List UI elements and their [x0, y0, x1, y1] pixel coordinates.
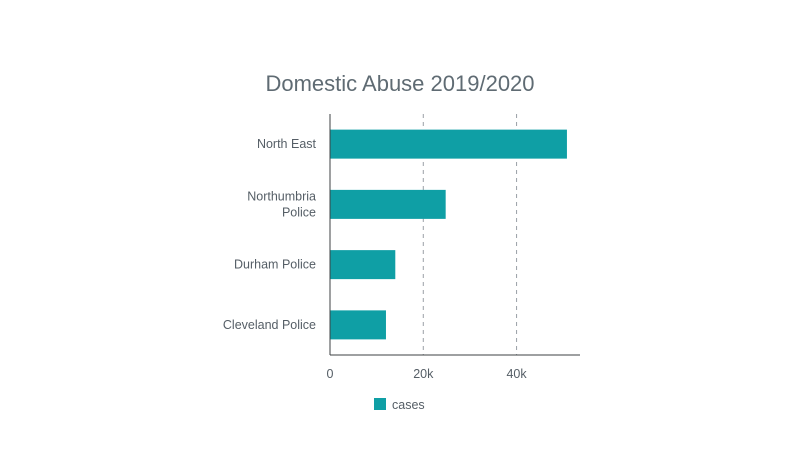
- category-label-northumbria-police: Northumbria Police: [247, 189, 316, 219]
- x-tick-label-40k: 40k: [506, 367, 527, 381]
- category-label-durham-police: Durham Police: [234, 258, 316, 272]
- category-label-cleveland-police: Cleveland Police: [223, 318, 316, 332]
- x-tick-labels: 0 20k 40k: [327, 367, 528, 381]
- bar-northumbria-police: [330, 189, 446, 219]
- x-tick-label-20k: 20k: [413, 367, 434, 381]
- chart-title: Domestic Abuse 2019/2020: [265, 71, 534, 96]
- legend-label-cases: cases: [392, 398, 425, 412]
- category-label-north-east: North East: [257, 137, 317, 151]
- legend: cases: [374, 398, 425, 412]
- legend-swatch-cases: [374, 398, 386, 410]
- x-tick-label-0: 0: [327, 367, 334, 381]
- axes: [329, 114, 580, 356]
- bar-durham-police: [330, 250, 396, 280]
- bar-cleveland-police: [330, 310, 386, 340]
- category-labels: North East Northumbria Police Durham Police…: [223, 137, 317, 332]
- bar-north-east: [330, 129, 567, 159]
- bars: [330, 129, 567, 340]
